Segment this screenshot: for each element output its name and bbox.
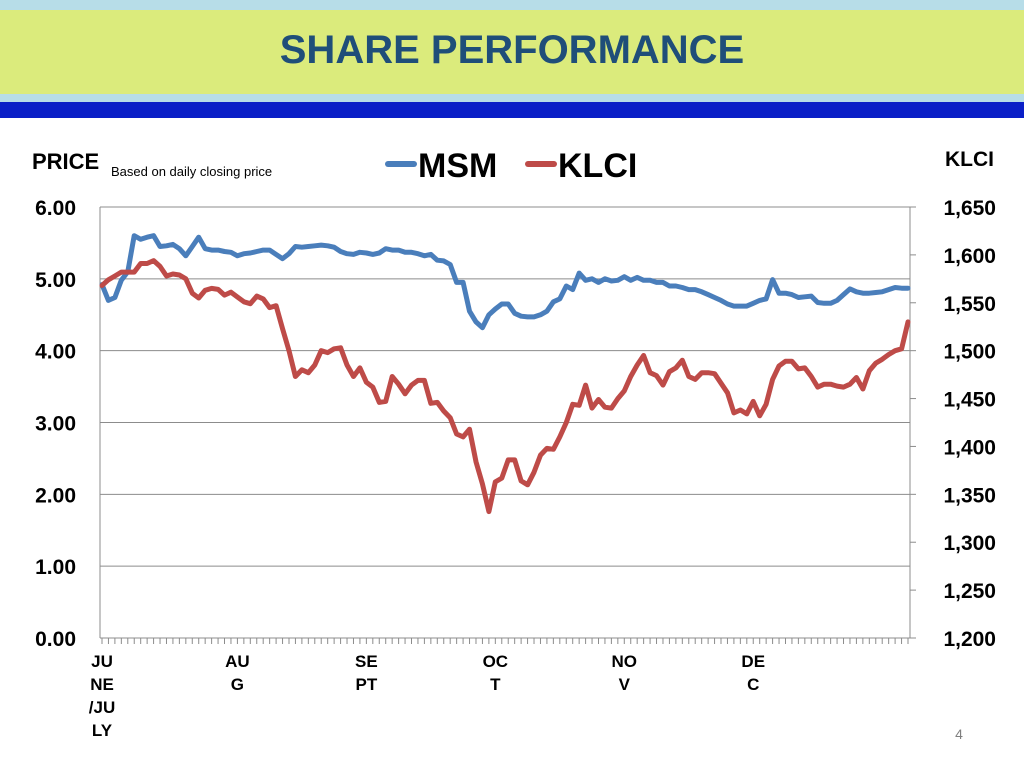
month-label: SE	[355, 652, 378, 671]
axis-ticks	[101, 206, 916, 644]
series-line-klci	[99, 258, 911, 515]
slide-title: SHARE PERFORMANCE	[279, 28, 745, 72]
chart-legend: MSM KLCI	[385, 147, 637, 185]
month-label: NO	[612, 652, 638, 671]
month-label: DE	[741, 652, 765, 671]
blue-divider-band	[0, 102, 1024, 118]
chart-axes	[99, 207, 911, 639]
left-tick-label: 1.00	[35, 556, 76, 579]
left-tick-label: 0.00	[35, 628, 76, 651]
left-tick-label: 3.00	[35, 413, 76, 436]
right-tick-label: 1,600	[943, 245, 996, 268]
left-tick-label: 5.00	[35, 269, 76, 292]
month-label: AU	[225, 652, 250, 671]
left-tick-label: 4.00	[35, 341, 76, 364]
month-label: T	[490, 675, 501, 694]
top-accent-band	[0, 0, 1024, 10]
left-axis-title: PRICE	[32, 149, 99, 174]
chart-labels: 0.00 1.00 2.00 3.00 4.00 5.00 6.00 1,200 1,250 1,…	[32, 148, 996, 740]
chart-note: Based on daily closing price	[111, 164, 272, 179]
right-tick-label: 1,300	[943, 532, 996, 555]
right-tick-label: 1,650	[943, 197, 996, 220]
month-label: JU	[91, 652, 113, 671]
right-tick-label: 1,550	[943, 293, 996, 316]
right-tick-label: 1,250	[943, 580, 996, 603]
month-label: LY	[92, 721, 113, 740]
month-label: C	[747, 675, 759, 694]
right-tick-label: 1,400	[943, 436, 996, 459]
right-tick-label: 1,500	[943, 341, 996, 364]
right-tick-label: 1,200	[943, 628, 996, 651]
series-line-msm	[99, 233, 911, 331]
grid-lines	[100, 206, 910, 567]
legend-label-msm: MSM	[418, 147, 497, 185]
month-label: /JU	[89, 698, 115, 717]
right-tick-label: 1,350	[943, 484, 996, 507]
month-label: NE	[90, 675, 114, 694]
month-label: OC	[483, 652, 509, 671]
slide-number: 4	[955, 726, 963, 742]
left-tick-label: 2.00	[35, 484, 76, 507]
month-label: V	[619, 675, 631, 694]
month-label: G	[231, 675, 244, 694]
right-tick-label: 1,450	[943, 389, 996, 412]
title-band	[0, 10, 1024, 94]
month-label: PT	[356, 675, 378, 694]
legend-label-klci: KLCI	[558, 147, 637, 185]
right-axis-title: KLCI	[945, 148, 994, 171]
chart-series	[99, 233, 911, 515]
light-divider-band	[0, 94, 1024, 102]
left-tick-label: 6.00	[35, 197, 76, 220]
